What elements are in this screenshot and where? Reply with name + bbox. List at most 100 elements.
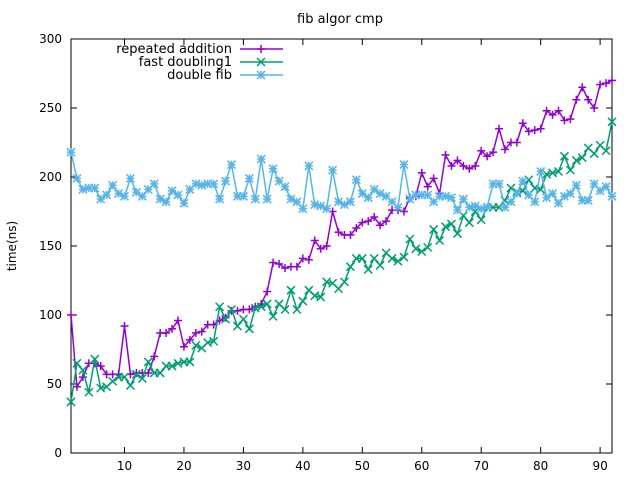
plot-frame [70, 38, 613, 454]
data-point-double-fib-48 [351, 175, 361, 185]
data-point-double-fib-65 [452, 205, 462, 215]
data-point-repeated-addition-40 [304, 255, 313, 264]
data-point-double-fib-39 [298, 204, 308, 214]
y-tick-label-4: 200 [39, 170, 62, 184]
data-point-repeated-addition-36 [281, 264, 290, 273]
chart-title: fib algor cmp [297, 12, 383, 27]
data-point-fast-doubling1-61 [429, 224, 439, 234]
data-point-double-fib-90 [601, 182, 611, 192]
data-point-repeated-addition-77 [524, 127, 533, 136]
series-fast-doubling1 [66, 117, 617, 407]
data-point-fast-doubling1-0 [66, 397, 76, 407]
y-tick-label-1: 50 [47, 377, 62, 391]
data-point-double-fib-44 [328, 165, 338, 175]
data-point-repeated-addition-16 [162, 328, 171, 337]
data-point-repeated-addition-65 [453, 156, 462, 165]
data-point-fast-doubling1-55 [393, 256, 403, 266]
data-point-repeated-addition-83 [560, 116, 569, 125]
data-point-fast-doubling1-3 [84, 387, 94, 397]
data-point-double-fib-87 [583, 195, 593, 205]
x-tick-label-1: 20 [176, 459, 191, 473]
data-point-repeated-addition-79 [536, 124, 545, 133]
y-tick-label-2: 100 [39, 308, 62, 322]
data-point-double-fib-0 [66, 147, 76, 157]
data-point-repeated-addition-71 [489, 148, 498, 157]
data-point-fast-doubling1-39 [298, 296, 308, 306]
data-point-fast-doubling1-42 [316, 292, 326, 302]
data-point-repeated-addition-1 [72, 382, 81, 391]
series-layer [66, 76, 617, 407]
data-point-double-fib-29 [238, 191, 248, 201]
data-point-fast-doubling1-46 [339, 277, 350, 287]
data-point-repeated-addition-82 [554, 106, 563, 115]
data-point-fast-doubling1-88 [589, 149, 599, 159]
data-point-fast-doubling1-57 [405, 234, 415, 244]
x-tick-label-7: 80 [533, 459, 548, 473]
data-point-double-fib-64 [446, 193, 457, 203]
data-point-double-fib-66 [458, 194, 468, 204]
data-point-double-fib-33 [262, 194, 272, 204]
data-point-fast-doubling1-38 [292, 304, 302, 315]
data-point-repeated-addition-38 [292, 262, 301, 271]
data-point-double-fib-70 [482, 202, 492, 212]
data-point-fast-doubling1-86 [577, 153, 587, 163]
data-point-double-fib-56 [399, 160, 409, 170]
data-point-fast-doubling1-24 [209, 336, 219, 346]
data-point-fast-doubling1-69 [476, 215, 486, 225]
data-point-fast-doubling1-91 [607, 117, 617, 127]
data-point-double-fib-24 [209, 179, 219, 189]
legend-label-repeated-addition: repeated addition [116, 42, 232, 57]
data-point-fast-doubling1-59 [417, 246, 427, 257]
data-point-fast-doubling1-30 [244, 324, 254, 334]
data-point-repeated-addition-21 [191, 328, 200, 337]
data-point-repeated-addition-91 [608, 76, 616, 85]
data-point-double-fib-79 [536, 166, 546, 177]
legend-label-fast-doubling1: fast doubling1 [139, 55, 232, 70]
data-point-fast-doubling1-13 [143, 357, 153, 367]
data-point-repeated-addition-13 [144, 368, 153, 377]
legend-label-double-fib: double fib [167, 68, 232, 83]
y-axis-label: time(ns) [5, 221, 19, 271]
data-point-repeated-addition-19 [179, 342, 188, 351]
data-point-fast-doubling1-60 [423, 242, 433, 252]
data-point-fast-doubling1-36 [280, 304, 290, 315]
x-tick-label-0: 10 [117, 459, 132, 473]
data-point-fast-doubling1-37 [286, 285, 296, 295]
data-point-fast-doubling1-26 [221, 314, 231, 324]
legend-item-repeated-addition: repeated addition [116, 42, 283, 57]
data-point-fast-doubling1-90 [601, 146, 611, 156]
data-point-fast-doubling1-50 [363, 264, 373, 274]
data-point-repeated-addition-51 [370, 213, 379, 222]
data-point-repeated-addition-48 [352, 224, 361, 233]
data-point-repeated-addition-88 [590, 104, 599, 112]
data-point-repeated-addition-0 [67, 311, 75, 319]
data-point-repeated-addition-84 [566, 115, 575, 124]
data-point-double-fib-30 [244, 173, 254, 183]
data-point-fast-doubling1-63 [441, 222, 451, 232]
data-point-double-fib-40 [304, 161, 314, 171]
data-point-double-fib-72 [494, 179, 504, 189]
data-point-repeated-addition-18 [174, 316, 183, 325]
data-point-repeated-addition-9 [120, 322, 129, 331]
data-point-repeated-addition-86 [578, 83, 587, 92]
data-point-double-fib-31 [250, 194, 260, 204]
data-point-fast-doubling1-11 [131, 369, 141, 379]
data-point-double-fib-10 [125, 173, 135, 183]
data-point-double-fib-47 [345, 197, 355, 207]
data-point-double-fib-85 [571, 180, 581, 190]
data-point-repeated-addition-17 [168, 324, 177, 333]
data-point-double-fib-78 [530, 197, 540, 207]
axis-ticks: 0 50 100 150 200 250 300 10 20 30 40 50 60 70 80 90 [39, 32, 612, 473]
data-point-double-fib-4 [90, 183, 100, 193]
data-point-repeated-addition-30 [245, 305, 254, 314]
data-point-repeated-addition-85 [572, 95, 581, 104]
data-point-fast-doubling1-67 [464, 218, 474, 228]
data-point-double-fib-36 [280, 182, 290, 192]
data-point-repeated-addition-87 [584, 95, 593, 104]
y-tick-label-6: 300 [39, 32, 62, 46]
data-point-double-fib-60 [423, 190, 433, 200]
data-point-repeated-addition-42 [316, 244, 325, 253]
legend-marker-fast-doubling1 [256, 57, 266, 67]
data-point-double-fib-67 [464, 202, 474, 212]
